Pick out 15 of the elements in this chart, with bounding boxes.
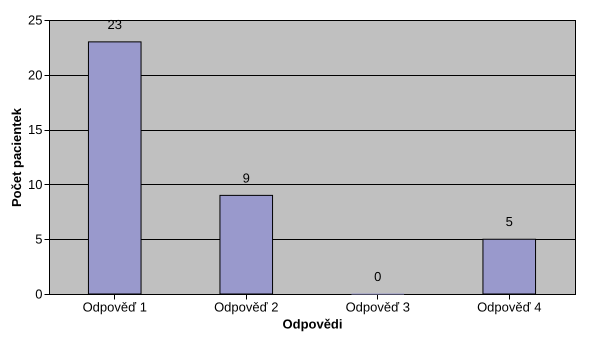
data-label: 0 xyxy=(374,269,382,284)
data-label: 9 xyxy=(242,170,250,186)
x-axis-title: Odpovědi xyxy=(282,316,342,332)
y-tick-label: 25 xyxy=(28,12,42,28)
x-tick-label: Odpověď 4 xyxy=(477,300,542,314)
x-tick-label: Odpověď 1 xyxy=(82,300,147,314)
data-label: 5 xyxy=(506,214,513,230)
y-tick-label: 5 xyxy=(35,232,42,247)
x-tick-label: Odpověď 2 xyxy=(214,300,278,314)
y-tick-label: 15 xyxy=(28,122,42,138)
y-tick-label: 20 xyxy=(28,67,42,82)
x-tick-label: Odpověď 3 xyxy=(346,300,410,314)
y-axis-title: Počet pacientek xyxy=(9,107,24,207)
y-tick-label: 10 xyxy=(28,176,42,192)
y-tick-label: 0 xyxy=(35,286,42,302)
